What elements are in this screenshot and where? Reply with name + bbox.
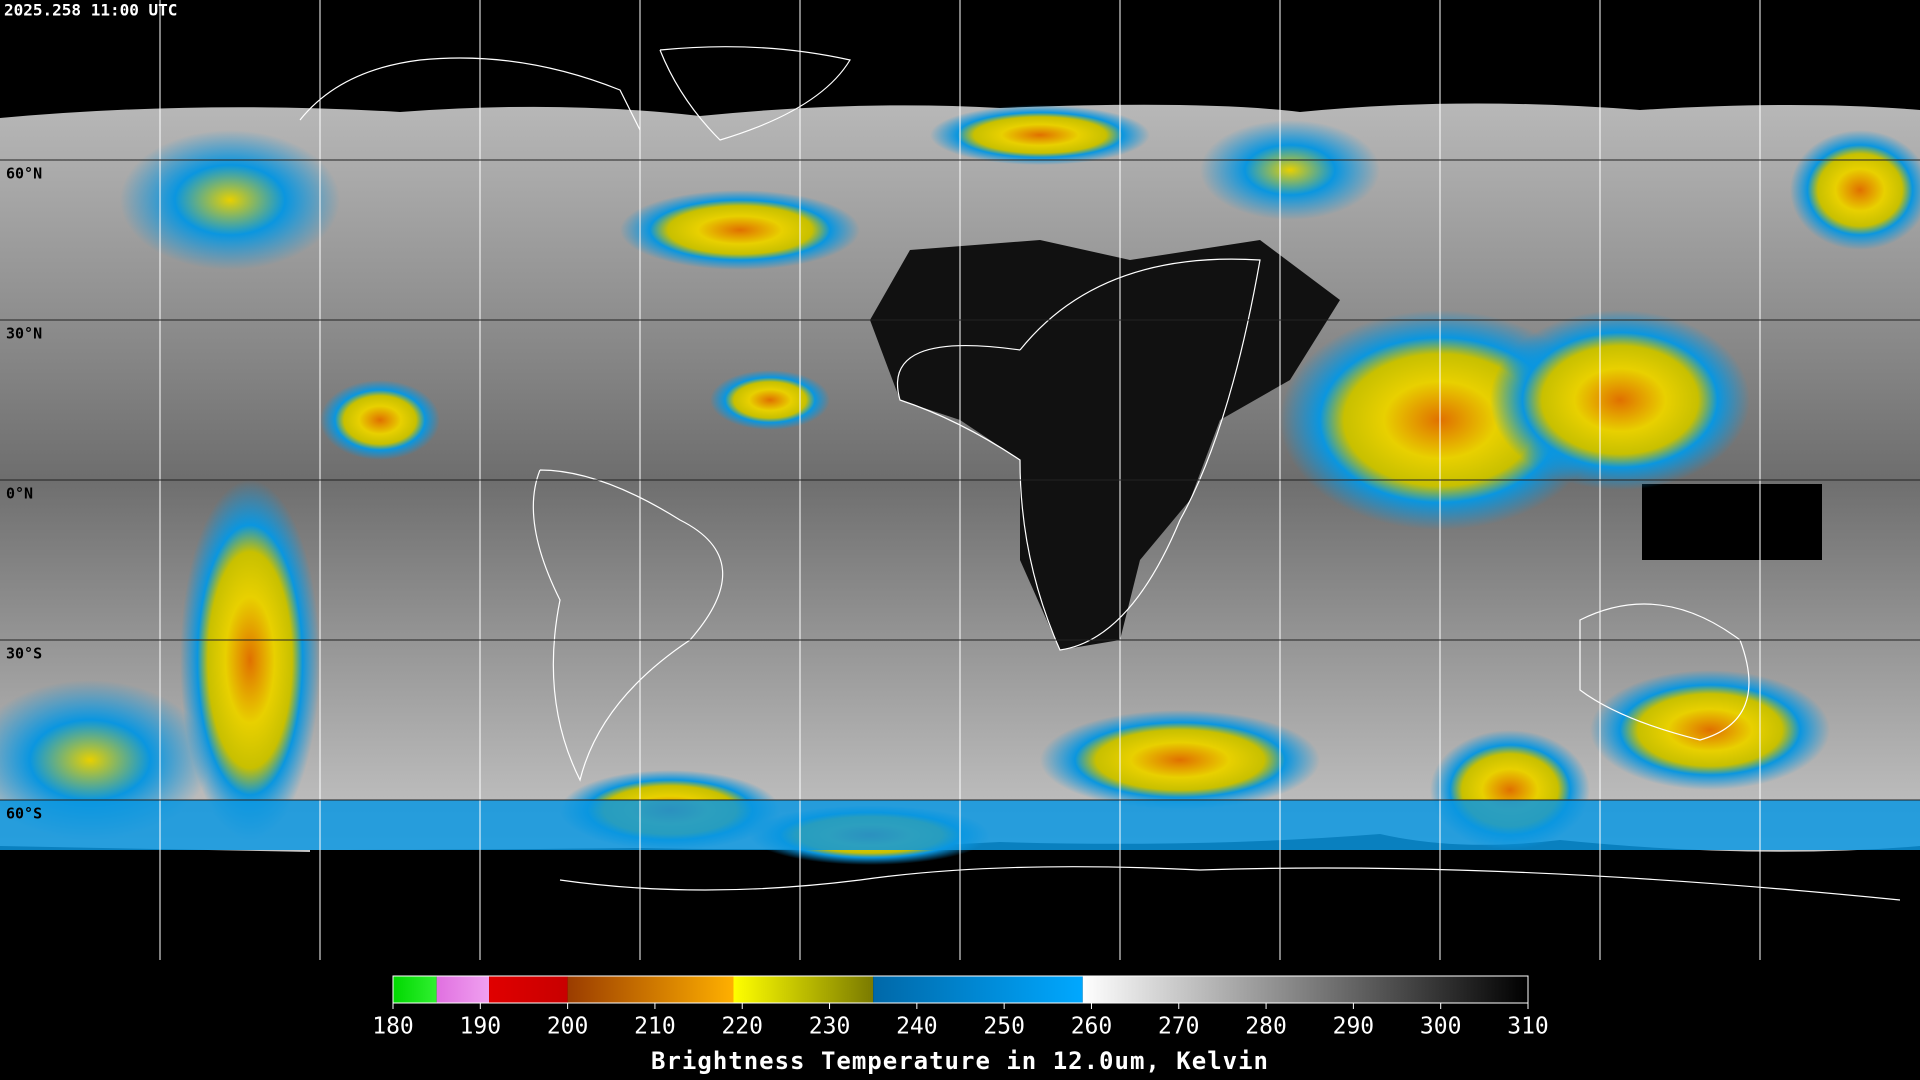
latitude-label: 30°S — [6, 645, 42, 663]
colorbar-segment — [489, 976, 568, 1003]
colorbar-segment — [567, 976, 734, 1003]
colorbar-segment — [1082, 976, 1528, 1003]
latitude-label: 30°N — [6, 325, 42, 343]
colorbar-frame — [392, 975, 1529, 1004]
latitude-label: 60°S — [6, 805, 42, 823]
colorbar-title: Brightness Temperature in 12.0um, Kelvin — [651, 1047, 1269, 1075]
colorbar: 180 190 200 210 220 230 240 250 260 270 280 290 300 3… — [372, 975, 1549, 1040]
timestamp: 2025.258 11:00 UTC — [4, 1, 177, 20]
colorbar-tick-label: 230 — [809, 1014, 851, 1040]
graticule: 60°N 30°N 0°N 30°S 60°S — [0, 0, 1920, 960]
colorbar-tick-label: 300 — [1420, 1014, 1462, 1040]
coastlines — [299, 46, 1901, 901]
colorbar-tick-label: 220 — [721, 1014, 763, 1040]
colorbar-tick-label: 280 — [1245, 1014, 1287, 1040]
colorbar-tick-label: 290 — [1333, 1014, 1375, 1040]
latitude-label: 60°N — [6, 165, 42, 183]
colorbar-segment — [393, 976, 437, 1003]
colorbar-tick-label: 210 — [634, 1014, 676, 1040]
colorbar-tick-label: 310 — [1507, 1014, 1549, 1040]
colorbar-tick-label: 270 — [1158, 1014, 1200, 1040]
colorbar-tick-label: 180 — [372, 1014, 414, 1040]
colorbar-tick-label: 200 — [547, 1014, 589, 1040]
colorbar-tick-label: 190 — [460, 1014, 502, 1040]
colorbar-segment — [873, 976, 1083, 1003]
colorbar-segment — [733, 976, 874, 1003]
colorbar-segment — [436, 976, 490, 1003]
colorbar-tick-label: 240 — [896, 1014, 938, 1040]
latitude-label: 0°N — [6, 485, 33, 503]
colorbar-tick-label: 260 — [1071, 1014, 1113, 1040]
colorbar-tick-label: 250 — [983, 1014, 1025, 1040]
